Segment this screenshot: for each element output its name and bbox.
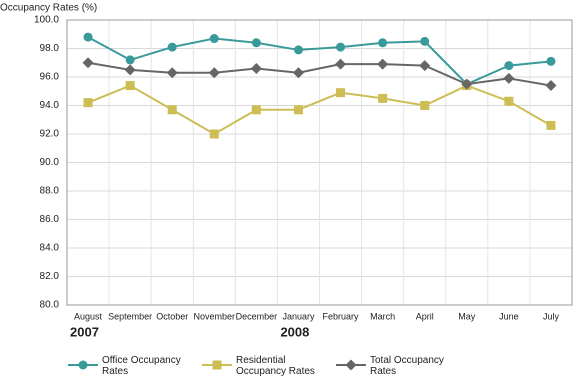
point xyxy=(124,64,136,76)
point xyxy=(377,58,389,70)
point xyxy=(83,32,93,42)
point xyxy=(82,57,94,69)
x-tick-label: August xyxy=(74,311,103,321)
point xyxy=(546,56,556,66)
legend-marker xyxy=(212,360,222,370)
plot-frame xyxy=(66,19,573,306)
point xyxy=(378,38,388,48)
legend-label: Office Occupancy Rates xyxy=(102,355,181,376)
point xyxy=(545,80,557,92)
y-axis-title: Occupancy Rates (%) xyxy=(0,3,97,14)
point xyxy=(293,105,303,115)
point xyxy=(251,38,261,48)
year-label: 2008 xyxy=(280,324,309,339)
point xyxy=(209,129,219,139)
legend-label: Total Occupancy Rates xyxy=(370,355,444,376)
series-line xyxy=(87,61,552,87)
point xyxy=(251,105,261,115)
y-tick-label: 100.0 xyxy=(34,15,59,26)
point xyxy=(208,67,220,79)
point xyxy=(378,93,388,103)
y-tick-label: 84.0 xyxy=(40,243,60,254)
y-tick-label: 88.0 xyxy=(40,186,60,197)
x-tick-label: June xyxy=(499,311,519,321)
point xyxy=(419,60,431,72)
x-tick-label: March xyxy=(370,311,395,321)
y-tick-label: 98.0 xyxy=(40,43,60,54)
point xyxy=(292,67,304,79)
x-tick-label: January xyxy=(282,311,315,321)
x-tick-label: December xyxy=(236,311,278,321)
series-line xyxy=(87,84,552,136)
y-tick-label: 82.0 xyxy=(40,271,60,282)
y-tick-label: 94.0 xyxy=(40,100,60,111)
y-tick-label: 90.0 xyxy=(40,157,60,168)
series xyxy=(82,57,557,92)
x-tick-label: October xyxy=(156,311,188,321)
point xyxy=(504,96,514,106)
point xyxy=(83,98,93,108)
legend-marker xyxy=(78,360,88,370)
x-tick-label: September xyxy=(108,311,152,321)
point xyxy=(420,36,430,46)
point xyxy=(336,88,346,98)
point xyxy=(250,62,262,74)
point xyxy=(166,67,178,79)
year-label: 2007 xyxy=(70,324,99,339)
x-tick-label: May xyxy=(458,311,476,321)
x-tick-label: November xyxy=(194,311,236,321)
point xyxy=(546,120,556,130)
point xyxy=(167,105,177,115)
point xyxy=(335,58,347,70)
point xyxy=(504,61,514,71)
x-tick-label: April xyxy=(416,311,434,321)
y-tick-label: 92.0 xyxy=(40,129,60,140)
point xyxy=(420,101,430,110)
point xyxy=(336,42,346,52)
point xyxy=(293,45,303,55)
y-tick-label: 96.0 xyxy=(40,72,60,83)
point xyxy=(125,55,135,65)
y-tick-label: 80.0 xyxy=(40,300,60,311)
point xyxy=(125,81,135,91)
x-tick-label: July xyxy=(543,311,560,321)
point xyxy=(503,72,515,84)
series-line xyxy=(87,36,552,86)
legend-marker xyxy=(345,359,357,371)
y-tick-label: 86.0 xyxy=(40,214,60,225)
legend-label: Residential Occupancy Rates xyxy=(236,355,315,376)
x-tick-label: February xyxy=(323,311,360,321)
point xyxy=(461,78,473,90)
point xyxy=(209,34,219,44)
point xyxy=(167,42,177,52)
